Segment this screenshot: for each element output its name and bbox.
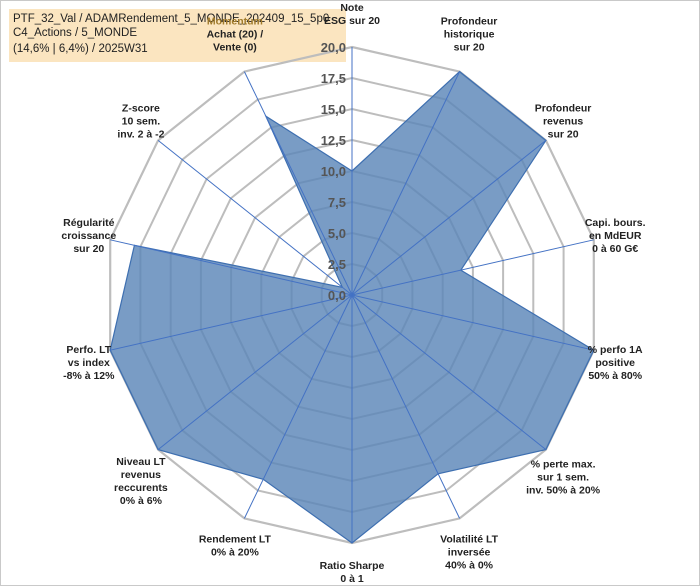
category-label: Capi. bours. en MdEUR 0 à 60 G€ (585, 217, 646, 255)
category-label-line: sur 1 sem. (537, 472, 589, 484)
category-label-line: en MdEUR (589, 230, 642, 242)
category-label-line: Rendement LT (199, 533, 272, 545)
category-label-line: Niveau LT (116, 456, 166, 468)
title-line-2: C4_Actions / 5_MONDE (13, 27, 137, 39)
category-label-line: 50% à 80% (588, 370, 642, 382)
category-label-line: 10 sem. (122, 116, 161, 128)
axis-spoke (351, 71, 461, 296)
category-label-line: ESG sur 20 (324, 15, 380, 27)
axis-spoke (351, 294, 547, 450)
category-label: Note ESG sur 20 (324, 2, 380, 27)
category-label-line: Perfo. LT (66, 344, 111, 356)
tick-label: 5,0 (328, 226, 346, 241)
category-label: % perfo 1A positive 50% à 80% (588, 344, 643, 382)
category-label-line: inv. 50% à 20% (526, 485, 601, 497)
tick-label: 10,0 (321, 164, 346, 179)
category-label-line: 0% à 20% (211, 546, 260, 558)
axis-spoke (351, 294, 461, 519)
category-label-line: inv. 2 à -2 (117, 129, 164, 141)
category-label: Niveau LT revenus reccurents 0% à 6% (114, 456, 168, 507)
tick-label: 15,0 (321, 102, 346, 117)
category-label: Profondeur revenus sur 20 (535, 103, 592, 141)
axis-spoke (157, 294, 353, 450)
category-label-line: Volatilité LT (440, 533, 499, 545)
axis-spoke (351, 294, 594, 351)
category-label-line: Momentum (207, 16, 263, 28)
tick-label: 17,5 (321, 71, 346, 86)
category-label-line: -8% à 12% (63, 370, 115, 382)
axis-spoke (243, 71, 353, 296)
category-label-line: sur 20 (73, 243, 104, 255)
category-label-line: 0 à 1 (340, 573, 364, 585)
tick-label: 7,5 (328, 195, 346, 210)
axis-spoke (110, 294, 353, 351)
category-label-line: revenus (121, 469, 161, 481)
tick-layer: 0,0 2,5 5,0 7,5 10,0 12,5 15,0 17,5 20,0 (321, 40, 346, 303)
category-label: % perte max. sur 1 sem. inv. 50% à 20% (526, 459, 601, 497)
title-line-1: PTF_32_Val / ADAMRendement_5_MONDE_20240… (13, 13, 330, 25)
category-label-line: Note (340, 2, 363, 14)
category-label-line: vs index (68, 357, 110, 369)
category-label-line: Régularité (63, 217, 115, 229)
category-label: Volatilité LT inversée 40% à 0% (440, 533, 499, 571)
title-box (9, 9, 346, 62)
category-label-line: 0% à 6% (120, 495, 163, 507)
category-label-line: Profondeur (441, 16, 498, 28)
category-label-line: inversée (448, 546, 491, 558)
axis-spoke (157, 140, 353, 296)
category-label-line: croissance (61, 230, 116, 242)
category-label-line: 0 à 60 G€ (592, 243, 638, 255)
axis-spoke (110, 239, 353, 296)
category-label-line: % perfo 1A (588, 344, 643, 356)
category-label-line: % perte max. (531, 459, 596, 471)
spoke-layer (110, 47, 594, 543)
category-label-line: reccurents (114, 482, 168, 494)
category-label-line: 40% à 0% (445, 559, 494, 571)
category-label: Momentum Achat (20) / Vente (0) (207, 16, 264, 54)
category-label-line: Ratio Sharpe (320, 560, 385, 572)
category-label-line: Achat (20) / (207, 29, 264, 41)
axis-spoke (243, 294, 353, 519)
category-label-line: Profondeur (535, 103, 592, 115)
category-label-line: Vente (0) (213, 42, 257, 54)
axis-spoke (351, 140, 547, 296)
category-label-line: revenus (543, 116, 583, 128)
axis-spoke (351, 239, 594, 296)
category-label-line: Capi. bours. (585, 217, 646, 229)
category-label: Régularité croissance sur 20 (61, 217, 116, 255)
tick-label: 20,0 (321, 40, 346, 55)
label-layer: Note ESG sur 20 Profondeur historique sur 20… (61, 2, 645, 585)
title-line-3: (14,6% | 6,4%) / 2025W31 (13, 43, 148, 55)
category-label: Profondeur historique sur 20 (441, 16, 498, 54)
tick-label: 2,5 (328, 257, 346, 272)
category-label-line: positive (595, 357, 635, 369)
tick-label: 12,5 (321, 133, 346, 148)
category-label: Z-score 10 sem. inv. 2 à -2 (117, 103, 164, 141)
category-label-line: Z-score (122, 103, 160, 115)
category-label-line: sur 20 (454, 42, 485, 54)
category-label: Rendement LT 0% à 20% (199, 533, 272, 558)
category-label: Ratio Sharpe 0 à 1 (320, 560, 385, 585)
tick-label: 0,0 (328, 288, 346, 303)
category-label-line: sur 20 (548, 129, 579, 141)
category-label: Perfo. LT vs index -8% à 12% (63, 344, 115, 382)
category-label-line: historique (444, 29, 495, 41)
